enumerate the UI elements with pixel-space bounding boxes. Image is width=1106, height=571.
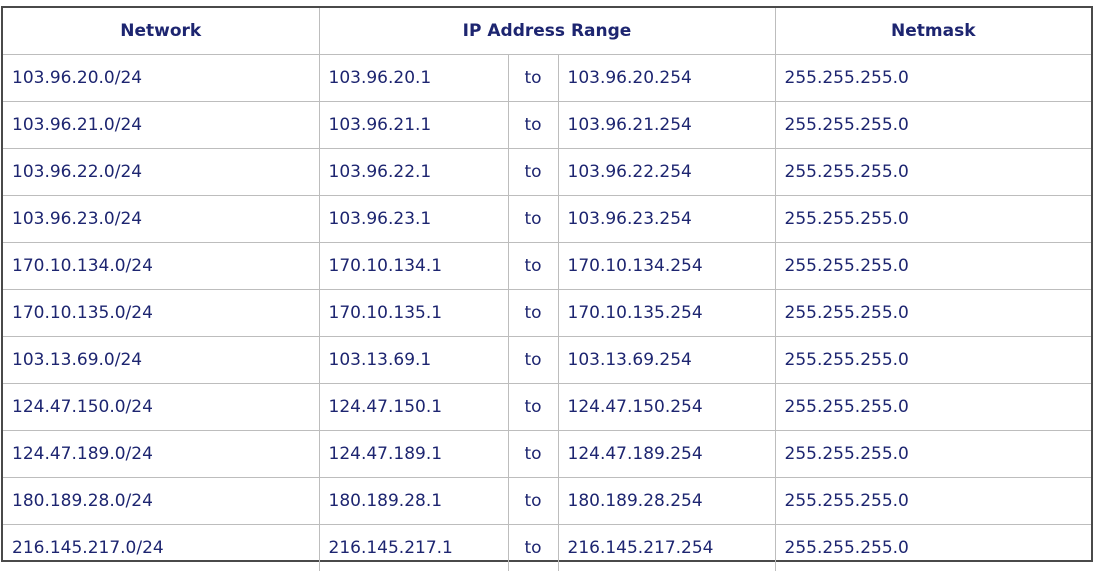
cell-network: 216.145.217.0/24 — [3, 525, 319, 571]
column-header-network: Network — [3, 8, 319, 55]
cell-range-end: 170.10.134.254 — [558, 243, 775, 290]
cell-netmask: 255.255.255.0 — [775, 478, 1091, 525]
cell-range-separator: to — [508, 55, 558, 102]
cell-range-separator: to — [508, 525, 558, 571]
ip-range-table: Network IP Address Range Netmask 103.96.… — [3, 8, 1091, 571]
cell-network: 103.96.22.0/24 — [3, 149, 319, 196]
cell-range-start: 216.145.217.1 — [319, 525, 508, 571]
cell-netmask: 255.255.255.0 — [775, 102, 1091, 149]
cell-range-separator: to — [508, 149, 558, 196]
cell-network: 180.189.28.0/24 — [3, 478, 319, 525]
cell-range-end: 103.96.23.254 — [558, 196, 775, 243]
cell-network: 124.47.150.0/24 — [3, 384, 319, 431]
cell-network: 103.96.23.0/24 — [3, 196, 319, 243]
cell-range-separator: to — [508, 102, 558, 149]
cell-range-start: 103.96.22.1 — [319, 149, 508, 196]
cell-range-start: 103.96.21.1 — [319, 102, 508, 149]
cell-range-end: 103.96.20.254 — [558, 55, 775, 102]
cell-netmask: 255.255.255.0 — [775, 196, 1091, 243]
cell-range-separator: to — [508, 384, 558, 431]
cell-network: 103.96.20.0/24 — [3, 55, 319, 102]
cell-range-separator: to — [508, 243, 558, 290]
cell-netmask: 255.255.255.0 — [775, 290, 1091, 337]
cell-range-separator: to — [508, 337, 558, 384]
column-header-ip-range: IP Address Range — [319, 8, 775, 55]
cell-range-end: 103.96.21.254 — [558, 102, 775, 149]
cell-range-start: 124.47.189.1 — [319, 431, 508, 478]
table-header-row: Network IP Address Range Netmask — [3, 8, 1091, 55]
cell-network: 103.13.69.0/24 — [3, 337, 319, 384]
cell-netmask: 255.255.255.0 — [775, 149, 1091, 196]
cell-range-end: 180.189.28.254 — [558, 478, 775, 525]
cell-netmask: 255.255.255.0 — [775, 384, 1091, 431]
cell-range-end: 103.13.69.254 — [558, 337, 775, 384]
cell-range-separator: to — [508, 478, 558, 525]
cell-network: 170.10.134.0/24 — [3, 243, 319, 290]
cell-range-end: 170.10.135.254 — [558, 290, 775, 337]
cell-network: 124.47.189.0/24 — [3, 431, 319, 478]
cell-range-separator: to — [508, 196, 558, 243]
cell-netmask: 255.255.255.0 — [775, 431, 1091, 478]
cell-network: 103.96.21.0/24 — [3, 102, 319, 149]
cell-range-start: 170.10.135.1 — [319, 290, 508, 337]
cell-range-end: 103.96.22.254 — [558, 149, 775, 196]
cell-network: 170.10.135.0/24 — [3, 290, 319, 337]
cell-range-start: 103.96.20.1 — [319, 55, 508, 102]
cell-range-start: 103.96.23.1 — [319, 196, 508, 243]
cell-netmask: 255.255.255.0 — [775, 525, 1091, 571]
column-header-netmask: Netmask — [775, 8, 1091, 55]
cell-range-end: 216.145.217.254 — [558, 525, 775, 571]
cell-range-start: 170.10.134.1 — [319, 243, 508, 290]
cell-range-separator: to — [508, 431, 558, 478]
cell-range-start: 124.47.150.1 — [319, 384, 508, 431]
cell-netmask: 255.255.255.0 — [775, 243, 1091, 290]
cell-range-separator: to — [508, 290, 558, 337]
cell-range-end: 124.47.189.254 — [558, 431, 775, 478]
cell-range-start: 180.189.28.1 — [319, 478, 508, 525]
cell-range-start: 103.13.69.1 — [319, 337, 508, 384]
cell-netmask: 255.255.255.0 — [775, 337, 1091, 384]
ip-range-table-frame: Network IP Address Range Netmask 103.96.… — [1, 6, 1093, 562]
cell-netmask: 255.255.255.0 — [775, 55, 1091, 102]
cell-range-end: 124.47.150.254 — [558, 384, 775, 431]
